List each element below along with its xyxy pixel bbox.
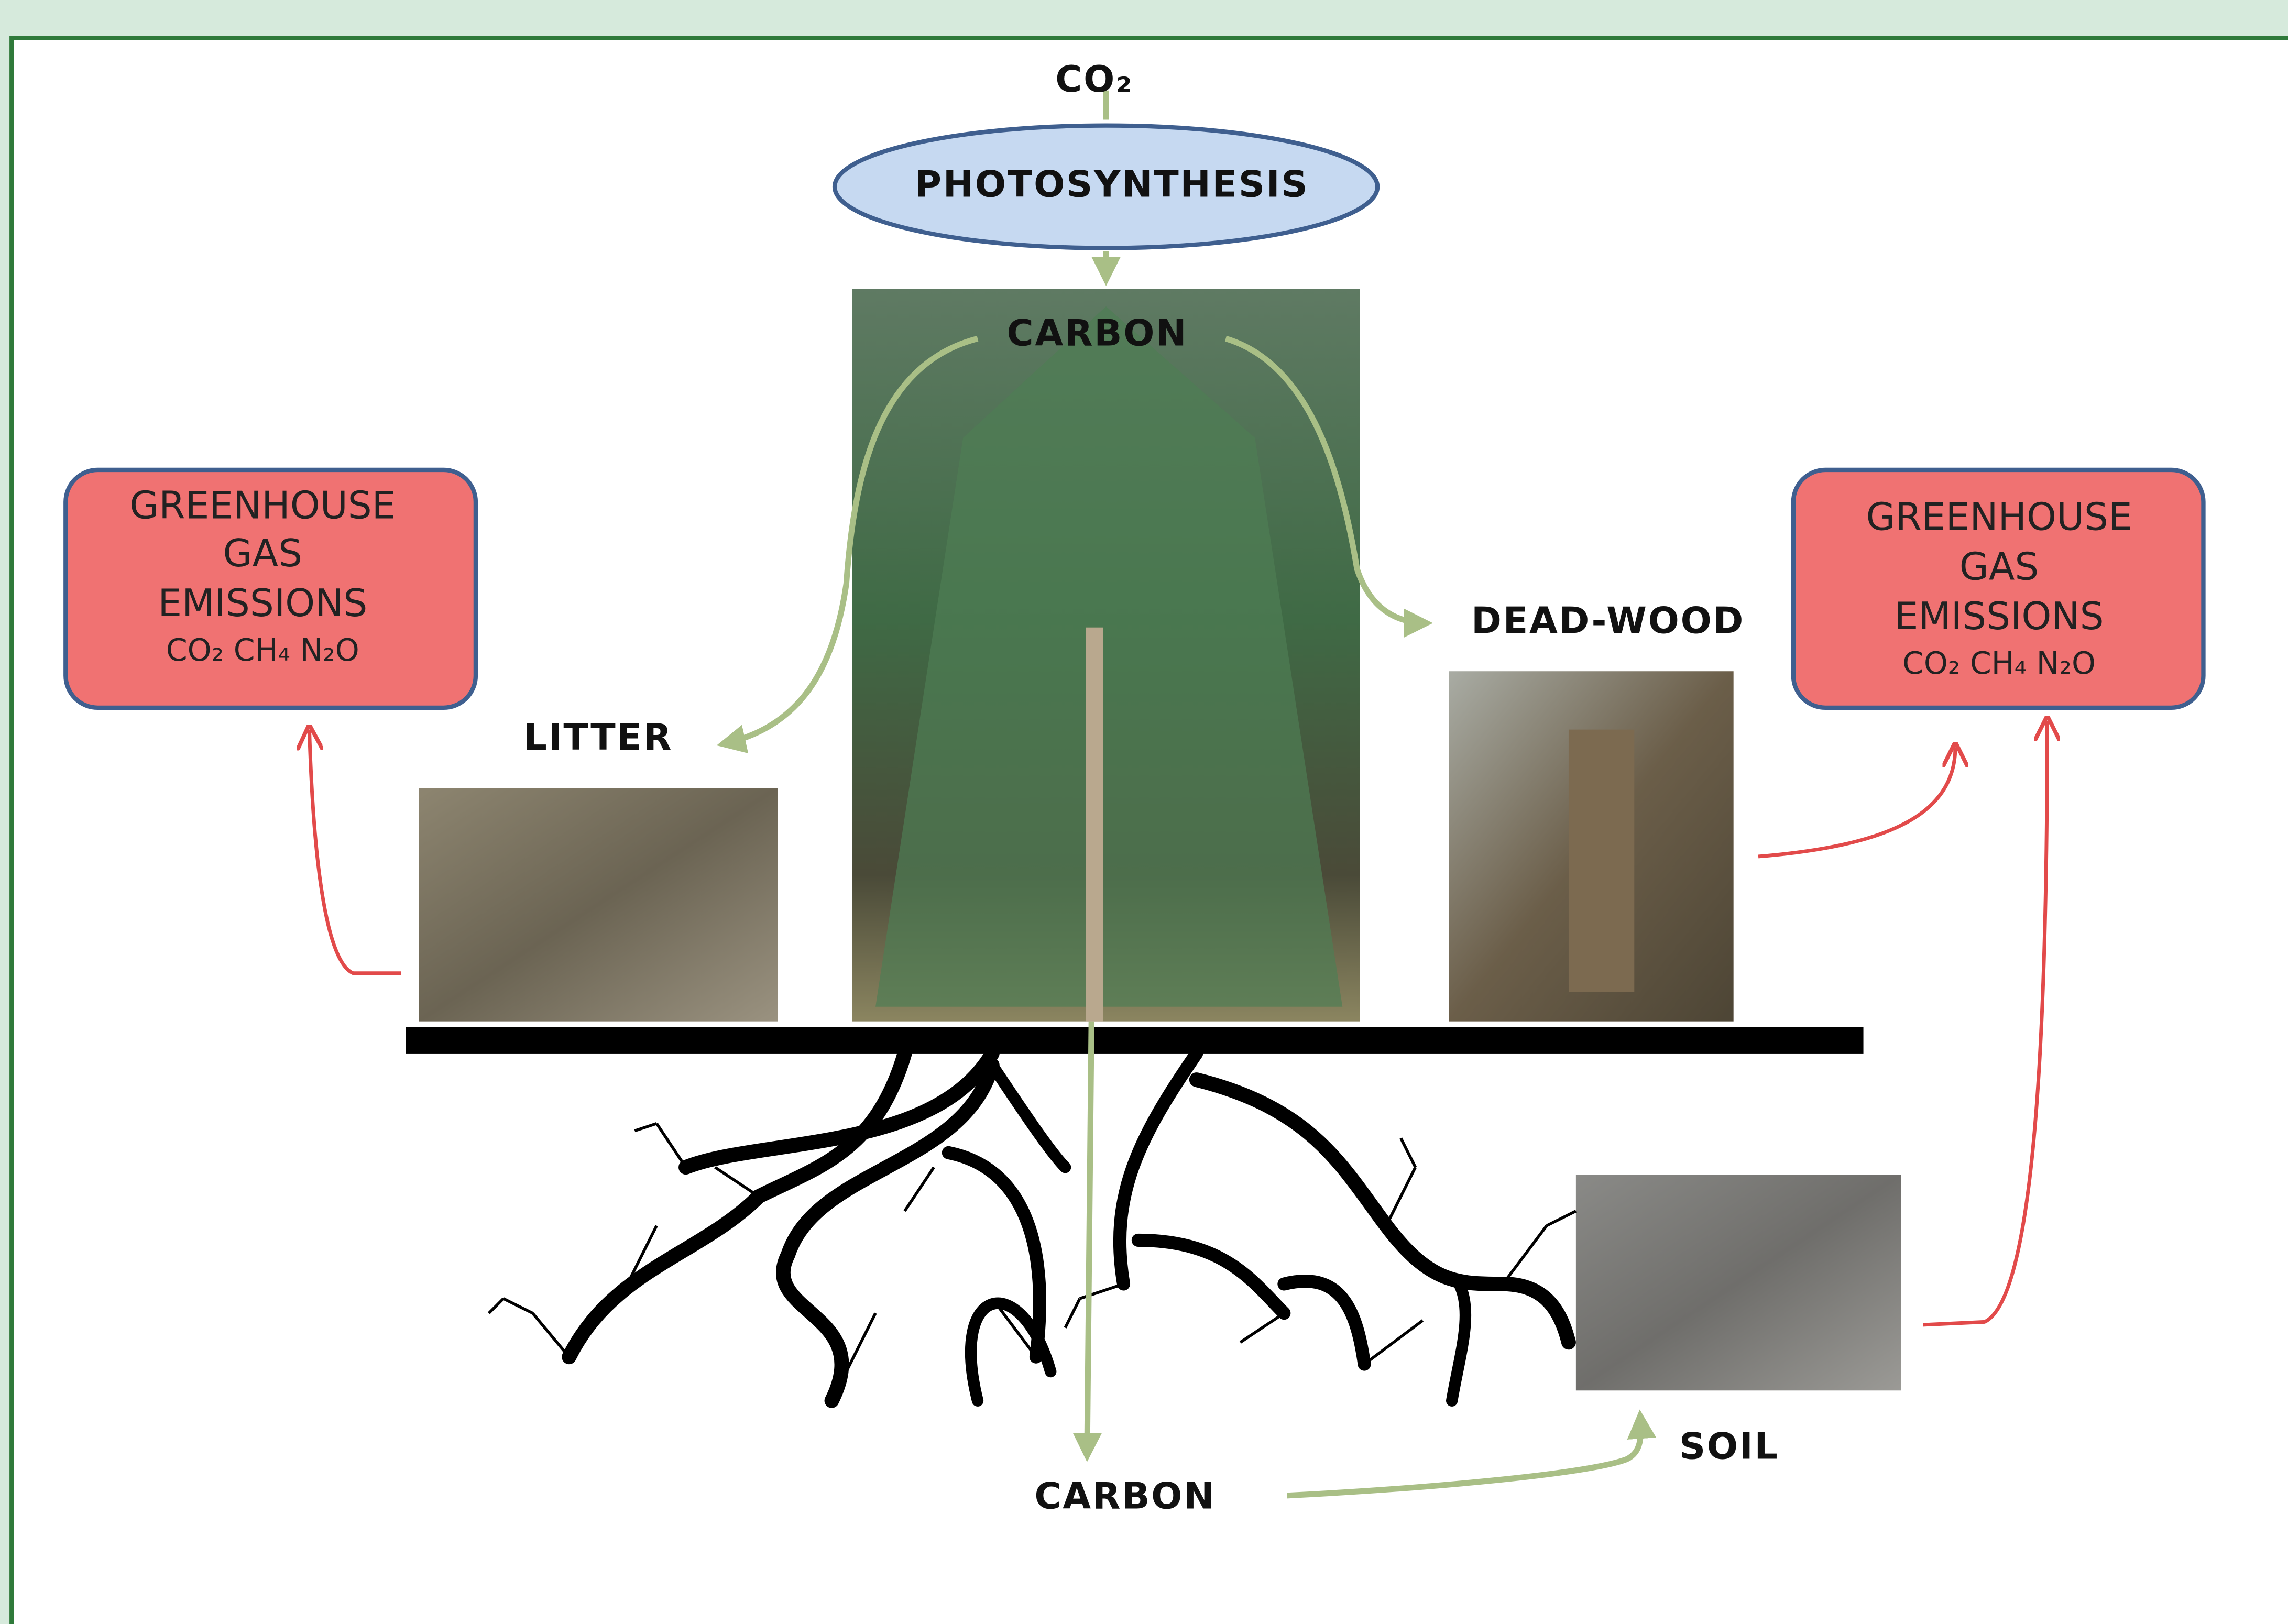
soil-label: SOIL — [1679, 1425, 1779, 1468]
dead-wood-label: DEAD-WOOD — [1471, 599, 1745, 642]
dead-wood-stump — [1569, 730, 1634, 992]
emissions-line: GREENHOUSE — [129, 484, 396, 528]
co2-label: CO₂ — [1055, 58, 1133, 101]
diagram: PHOTOSYNTHESIS CO₂ CARBON LITTER DEAD-WO… — [0, 0, 2288, 1624]
soil-carbon-label: CARBON — [1034, 1475, 1216, 1517]
tree-trunk — [1086, 628, 1103, 1022]
emissions-line: GAS — [223, 532, 303, 576]
body: {"co2_label": "CO₂", "photosynthesis": {… — [0, 0, 2288, 1624]
emissions-gases: CO₂ CH₄ N₂O — [166, 632, 359, 668]
emissions-line: GAS — [1959, 545, 2039, 589]
emissions-line: EMISSIONS — [158, 581, 367, 626]
photosynthesis-label: PHOTOSYNTHESIS — [915, 163, 1309, 206]
emissions-line: GREENHOUSE — [1866, 496, 2132, 540]
page: Forest carbon cycle html, body { margin:… — [0, 0, 2288, 1624]
litter-label: LITTER — [524, 716, 673, 759]
tree-carbon-label: CARBON — [1006, 312, 1188, 355]
emissions-gases: CO₂ CH₄ N₂O — [1902, 645, 2096, 681]
soil-photo — [1576, 1175, 1901, 1390]
ground-line — [406, 1027, 1863, 1054]
emissions-line: EMISSIONS — [1895, 595, 2104, 639]
litter-photo — [419, 788, 778, 1022]
